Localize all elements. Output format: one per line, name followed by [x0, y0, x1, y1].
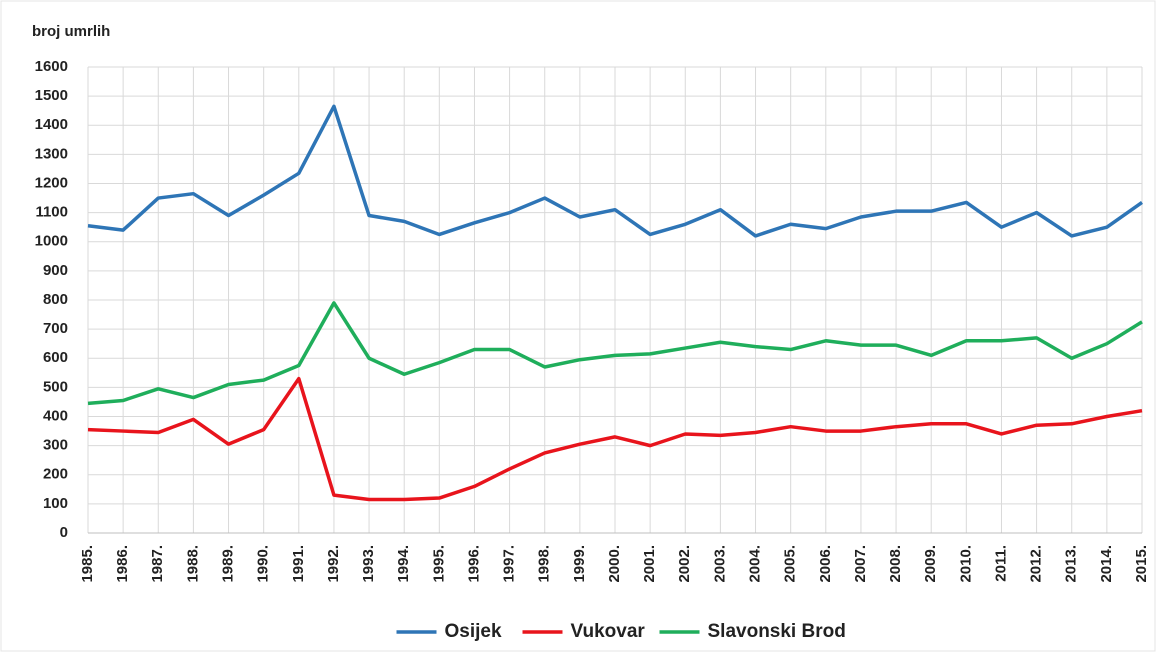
y-tick-label: 400 [43, 407, 68, 424]
x-tick-label: 1995. [430, 545, 447, 583]
y-tick-label: 700 [43, 320, 68, 337]
y-tick-label: 0 [60, 524, 68, 541]
x-tick-label: 2009. [922, 545, 939, 583]
x-tick-label: 2005. [782, 545, 799, 583]
x-tick-label: 2003. [711, 545, 728, 583]
x-tick-label: 2000. [606, 545, 623, 583]
x-tick-label: 2011. [992, 545, 1009, 582]
y-tick-label: 1100 [35, 204, 68, 221]
x-tick-label: 2013. [1063, 545, 1080, 583]
y-tick-label: 1200 [35, 174, 68, 191]
x-tick-label: 2014. [1098, 545, 1115, 583]
y-tick-label: 1500 [35, 87, 68, 104]
x-tick-label: 2012. [1028, 545, 1045, 583]
y-tick-label: 800 [43, 291, 68, 308]
y-tick-label: 1400 [35, 116, 68, 133]
y-tick-label: 900 [43, 262, 68, 279]
x-tick-label: 1989. [220, 545, 237, 583]
x-tick-label: 2008. [887, 545, 904, 583]
legend-label: Osijek [445, 621, 502, 642]
x-tick-label: 1990. [255, 545, 272, 583]
x-tick-label: 1997. [501, 545, 518, 583]
x-tick-label: 2001. [641, 545, 658, 583]
y-tick-label: 300 [43, 437, 68, 454]
x-tick-label: 1996. [465, 545, 482, 583]
y-tick-label: 1000 [35, 233, 68, 250]
line-series [87, 104, 1144, 238]
legend-label: Slavonski Brod [708, 621, 846, 642]
x-tick-label: 1988. [184, 545, 201, 583]
x-tick-label: 1986. [114, 545, 131, 583]
y-tick-label: 1300 [35, 145, 68, 162]
x-tick-label: 1998. [536, 545, 553, 583]
y-tick-label: 600 [43, 349, 68, 366]
x-tick-label: 2010. [957, 545, 974, 583]
x-tick-label: 2004. [747, 545, 764, 583]
x-tick-label: 1992. [325, 545, 342, 583]
x-tick-label: 2007. [852, 545, 869, 583]
y-tick-label: 100 [43, 495, 68, 512]
y-tick-label: 1600 [35, 58, 68, 75]
x-tick-label: 1993. [360, 545, 377, 583]
x-tick-label: 1994. [395, 545, 412, 583]
line-series [87, 376, 1143, 502]
line-series [87, 301, 1143, 406]
x-tick-label: 1991. [290, 545, 307, 583]
y-axis-label: broj umrlih [32, 23, 110, 40]
y-tick-label: 200 [43, 466, 68, 483]
x-tick-label: 2015. [1133, 545, 1150, 583]
x-tick-label: 1999. [571, 545, 588, 583]
x-tick-label: 1985. [79, 545, 96, 583]
x-tick-label: 2002. [676, 545, 693, 583]
x-tick-label: 1987. [149, 545, 166, 583]
y-tick-label: 500 [43, 378, 68, 395]
x-tick-label: 2006. [817, 545, 834, 583]
legend-label: Vukovar [571, 621, 646, 642]
